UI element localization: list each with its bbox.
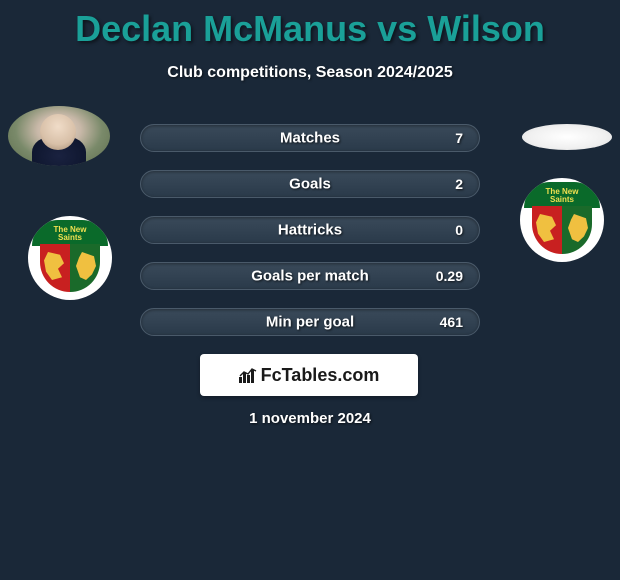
stat-value: 0 (455, 222, 463, 238)
stat-value: 461 (440, 314, 463, 330)
stat-row-goals: Goals 2 (140, 170, 480, 198)
stat-label: Hattricks (278, 222, 342, 239)
stat-label: Matches (280, 130, 340, 147)
stat-value: 0.29 (436, 268, 463, 284)
club-name-arc: The NewSaints (524, 182, 600, 208)
stats-panel: Matches 7 Goals 2 Hattricks 0 Goals per … (140, 124, 480, 354)
club-logo-right: The NewSaints (520, 178, 604, 262)
page-subtitle: Club competitions, Season 2024/2025 (0, 64, 620, 82)
club-logo-left: The NewSaints (28, 216, 112, 300)
club-name-arc: The NewSaints (32, 220, 108, 246)
page-title: Declan McManus vs Wilson (0, 0, 620, 50)
branding-box: FcTables.com (200, 354, 418, 396)
stat-row-min-per-goal: Min per goal 461 (140, 308, 480, 336)
player-photo-left (8, 106, 110, 166)
stat-row-goals-per-match: Goals per match 0.29 (140, 262, 480, 290)
stat-row-hattricks: Hattricks 0 (140, 216, 480, 244)
stat-value: 7 (455, 130, 463, 146)
stat-value: 2 (455, 176, 463, 192)
stat-label: Min per goal (266, 314, 354, 331)
stat-row-matches: Matches 7 (140, 124, 480, 152)
date-label: 1 november 2024 (0, 410, 620, 427)
stat-label: Goals (289, 176, 331, 193)
player-photo-right (522, 124, 612, 150)
branding-text: FcTables.com (261, 365, 380, 386)
bar-chart-icon (239, 367, 257, 383)
stat-label: Goals per match (251, 268, 369, 285)
